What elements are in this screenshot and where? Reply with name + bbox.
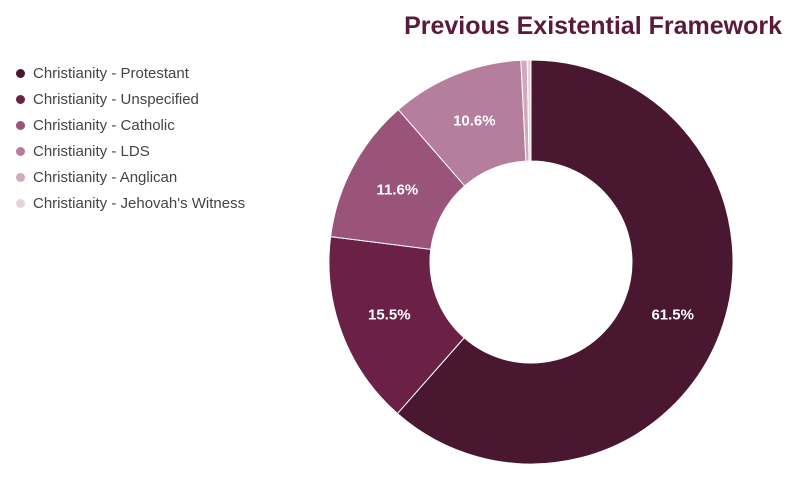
legend-item: Christianity - Protestant xyxy=(16,60,245,86)
legend-label: Christianity - Catholic xyxy=(33,116,175,134)
legend-label: Christianity - LDS xyxy=(33,142,150,160)
legend-swatch xyxy=(16,68,25,78)
chart-title: Previous Existential Framework xyxy=(404,12,782,40)
legend-label: Christianity - Anglican xyxy=(33,168,178,186)
legend-label: Christianity - Jehovah's Witness xyxy=(33,194,246,212)
legend-label: Christianity - Unspecified xyxy=(33,90,199,108)
donut-slice xyxy=(396,59,734,465)
legend-swatch xyxy=(16,120,25,130)
legend: Christianity - Protestant Christianity - … xyxy=(16,60,245,216)
legend-swatch xyxy=(16,198,25,208)
donut-slice xyxy=(526,59,532,162)
slice-value-label: 61.5% xyxy=(651,307,694,324)
legend-swatch xyxy=(16,172,25,182)
slice-value-label: 10.6% xyxy=(453,112,496,129)
legend-item: Christianity - Unspecified xyxy=(16,86,245,112)
legend-swatch xyxy=(16,146,25,156)
legend-label: Christianity - Protestant xyxy=(33,64,189,82)
slice-value-label: 11.6% xyxy=(376,182,418,199)
legend-item: Christianity - Anglican xyxy=(16,164,245,190)
legend-item: Christianity - Catholic xyxy=(16,112,245,138)
donut-slice xyxy=(328,236,465,415)
slice-value-label: 15.5% xyxy=(368,307,411,324)
legend-swatch xyxy=(16,94,25,104)
legend-item: Christianity - LDS xyxy=(16,138,245,164)
legend-item: Christianity - Jehovah's Witness xyxy=(16,190,245,216)
